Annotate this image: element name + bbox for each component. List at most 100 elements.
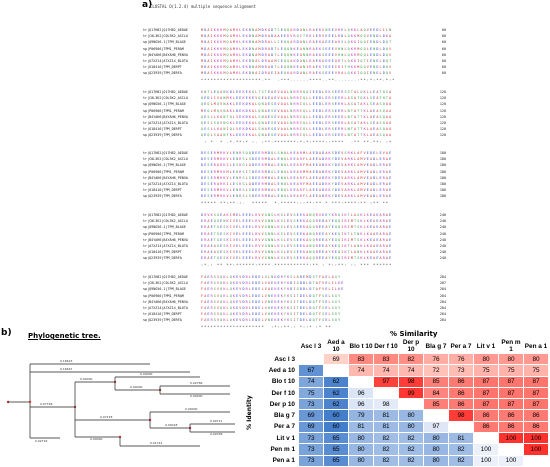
matrix-row: Aed a 10 67 74 74 74 72 73 75 75 75	[254, 364, 549, 377]
sequence-id: tr|A7XZ14|A7XZ14_BLOTA	[143, 181, 188, 186]
matrix-cell: 87	[498, 386, 524, 400]
alignment-row: sp|Q23939|TPM_DERFA Q E Q L S A A N T K L E E K E K A L Q N A…	[143, 132, 446, 138]
matrix-cell: 62	[323, 398, 349, 411]
branch-length-label: 0.00000	[90, 437, 102, 441]
residue-count: 240	[439, 250, 446, 255]
identity-label: % Identity	[246, 395, 253, 430]
matrix-row-header: Pen m 1	[254, 443, 299, 456]
sequence-id: tr|Q17H82|Q17H82_AEDAE	[143, 213, 188, 217]
sequence-id: sp|P06906|TPM1_PERAM	[143, 231, 184, 236]
sequence-id: tr|O18416|TPM_DERPT	[143, 65, 182, 70]
sequence-id: tr|B4YAH6|B4YAH6_PENVA	[143, 299, 188, 304]
alignment-row: sp|Q23939|TPM_DERFA F A E R S V Q K L Q K E V D R L E D E L V…	[143, 317, 446, 323]
matrix-cell: 85	[423, 375, 449, 388]
matrix-cell: 81	[448, 432, 474, 445]
matrix-cell: 82	[373, 432, 399, 445]
matrix-row-header: Per a 7	[254, 420, 299, 434]
sequence-id: sp|Q23939|TPM_DERFA	[143, 256, 182, 261]
matrix-cell	[398, 398, 424, 411]
sequence-id: sp|Q9NG56.1|TPM_BLAGE	[143, 163, 186, 168]
matrix-col-header: Asc l 3	[298, 338, 324, 354]
sequence-id: sp|Q23939|TPM_DERFA	[143, 71, 182, 76]
alignment-row: tr|Q17H82|Q17H82_AEDAE F A E R S V Q K L Q K E V D R L E D…	[143, 274, 446, 280]
matrix-cell: 98	[373, 398, 399, 411]
matrix-cell: 86	[448, 386, 474, 400]
matrix-cell	[448, 420, 474, 434]
branch-length-label: 0.16623	[60, 359, 72, 363]
alignment-row: tr|O18416|TPM_DERPT E R A E A G E S K I V E L E E E L R V V G…	[143, 249, 446, 255]
matrix-cell: 60	[323, 409, 349, 422]
sequence-id: tr|Q17H82|Q17H82_AEDAE	[143, 90, 188, 94]
matrix-row-header: Lit v 1	[254, 432, 299, 445]
matrix-cell: 87	[523, 398, 549, 411]
matrix-cell: 87	[498, 398, 524, 411]
matrix-row-header: Aed a 10	[254, 364, 299, 377]
matrix-cell: 82	[398, 432, 424, 445]
matrix-cell: 82	[373, 443, 399, 456]
matrix-cell: 100	[473, 443, 499, 456]
matrix-row: Der f 10 75 62 96 99 84 86 87 87 87	[254, 386, 549, 400]
matrix-row-header: Asc l 3	[254, 352, 299, 366]
alignment-row: tr|B4YAH6|B4YAH6_PENVA F A E R S V Q K L Q K E V D R L E D…	[143, 299, 446, 305]
matrix-cell: 86	[498, 409, 524, 422]
matrix-col-header: Bla g 7	[423, 338, 449, 354]
alignment-row: sp|P06906|TPM1_PERAM F A E R S V Q K L Q K E V D R L E D E L…	[143, 293, 446, 299]
matrix-cell: 96	[348, 398, 374, 411]
residue-count: 60	[441, 34, 446, 39]
branch-length-label: 0.02716	[35, 439, 47, 443]
branch-length-label: 0.00000	[185, 407, 197, 411]
sequence-id: tr|C0L3K2|C0L3K2_ASCLU	[143, 219, 188, 224]
sequence-id: tr|Q17H82|Q17H82_AEDAE	[143, 275, 188, 279]
alignment-row: sp|Q9NG56.1|TPM_BLAGE D E S E R A R K I L E S K G L A D E E…	[143, 162, 446, 168]
matrix-cell: 73	[448, 364, 474, 377]
residue-count: 284	[439, 287, 446, 292]
matrix-row: Pen a 1 73 65 80 82 82 80 82 100 100	[254, 454, 549, 467]
matrix-cell: 62	[323, 386, 349, 400]
alignment-block: tr|Q17H82|Q17H82_AEDAE K N T L E Q A N K D L E E K E K Q L…	[143, 89, 446, 145]
alignment-row: tr|C0L3K2|C0L3K2_ASCLU D E S E R M R K V L E N R S L S D E…	[143, 156, 446, 162]
sequence-id: tr|A7XZ14|A7XZ14_BLOTA	[143, 120, 188, 125]
matrix-cell: 86	[498, 420, 524, 434]
matrix-cell: 98	[448, 409, 474, 422]
sequence-id: sp|P06906|TPM1_PERAM	[143, 293, 184, 298]
matrix-cell	[473, 432, 499, 445]
branch-length-label: 0.16647	[60, 367, 72, 371]
matrix-cell: 86	[448, 375, 474, 388]
matrix-cell	[323, 364, 349, 377]
matrix-cell: 86	[448, 398, 474, 411]
matrix-cell: 86	[523, 409, 549, 422]
matrix-cell: 80	[498, 352, 524, 366]
matrix-cell: 75	[298, 386, 324, 400]
matrix-cell: 76	[448, 352, 474, 366]
matrix-col-header: Pen m 1	[498, 338, 524, 354]
alignment-row: tr|O18416|TPM_DERPT M D A I K K K M Q A M K L E K D N A M D R…	[143, 64, 446, 70]
matrix-row-header: Blo t 10	[254, 375, 299, 388]
residue-count: 284	[439, 312, 446, 317]
matrix-cell: 83	[348, 352, 374, 366]
matrix-cell: 75	[473, 364, 499, 377]
residue-count: 60	[441, 28, 446, 32]
matrix-cell: 100	[473, 454, 499, 467]
residue-count: 240	[439, 237, 446, 242]
alignment-row: tr|C0L3K2|C0L3K2_ASCLU F A E R S V Q K L Q K E V D R L E D…	[143, 280, 446, 286]
sequence-id: sp|Q23939|TPM_DERFA	[143, 194, 182, 199]
matrix-cell: 97	[373, 375, 399, 388]
matrix-cell	[423, 409, 449, 422]
alignment-row: tr|B4YAH6|B4YAH6_PENVA Q E S L L K A N T Q L V E K D K A L…	[143, 114, 446, 120]
matrix-row-header: Pen a 1	[254, 454, 299, 467]
